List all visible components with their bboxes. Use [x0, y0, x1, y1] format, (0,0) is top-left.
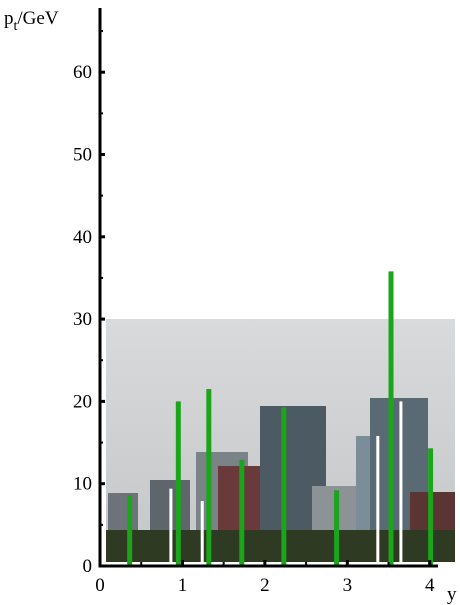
x-tick-label: 4 — [425, 575, 435, 596]
bar — [281, 407, 286, 566]
y-tick-label: 60 — [73, 62, 92, 83]
bar — [334, 490, 339, 566]
x-tick-label: 3 — [343, 575, 353, 596]
y-tick-label: 40 — [73, 227, 92, 248]
x-tick-label: 1 — [178, 575, 188, 596]
x-axis-label: y — [447, 584, 457, 605]
x-tick-label: 0 — [95, 575, 105, 596]
bar — [169, 489, 172, 566]
bar — [399, 401, 402, 566]
bar — [176, 401, 181, 566]
bar — [201, 501, 204, 566]
bar — [206, 389, 211, 566]
bar — [428, 448, 433, 566]
chart: pt/GeV y 0 10 20 30 40 50 60 0 1 2 3 4 — [0, 0, 460, 605]
y-label-main: p — [4, 8, 14, 29]
y-label-unit: /GeV — [17, 8, 58, 29]
bar — [389, 271, 394, 566]
y-tick-label: 10 — [73, 474, 92, 495]
x-tick-label: 2 — [260, 575, 270, 596]
y-tick-label: 30 — [73, 309, 92, 330]
background-photo — [106, 319, 455, 562]
y-axis-label: pt/GeV — [4, 8, 59, 34]
bar — [376, 436, 379, 566]
y-tick-label: 0 — [83, 556, 93, 577]
bar — [127, 495, 132, 566]
y-tick-label: 50 — [73, 144, 92, 165]
y-tick-label: 20 — [73, 391, 92, 412]
bar — [239, 460, 244, 566]
